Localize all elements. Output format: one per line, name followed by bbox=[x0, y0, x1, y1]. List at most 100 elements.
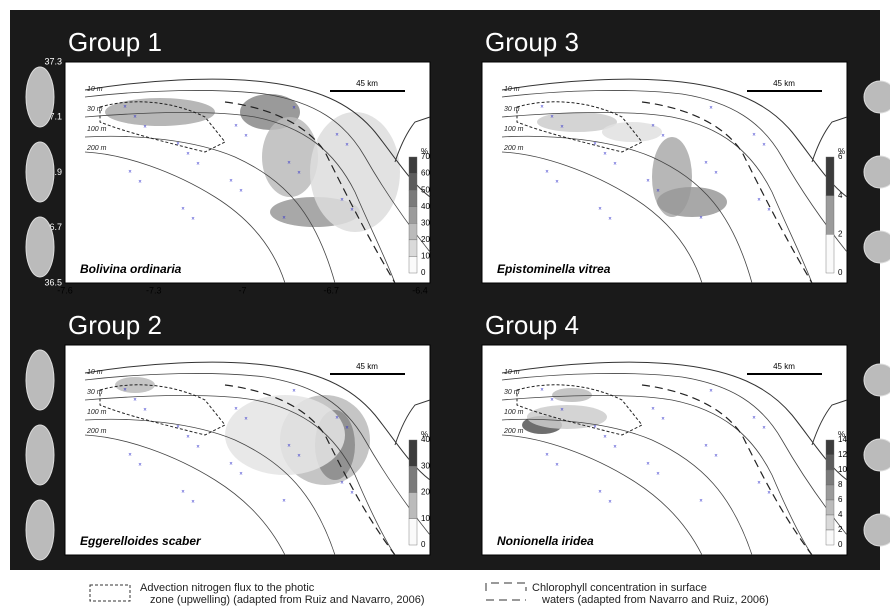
station: × bbox=[292, 106, 296, 112]
station: × bbox=[709, 106, 713, 112]
colorbar-step bbox=[826, 157, 834, 196]
station: × bbox=[550, 115, 554, 121]
station: × bbox=[244, 134, 248, 140]
station: × bbox=[229, 179, 233, 185]
colorbar-label: 10 bbox=[421, 252, 430, 261]
colorbar-label: 0 bbox=[421, 268, 426, 277]
colorbar-unit: % bbox=[421, 430, 428, 439]
station: × bbox=[661, 134, 665, 140]
station: × bbox=[128, 453, 132, 459]
colorbar-label: 2 bbox=[838, 525, 843, 534]
colorbar-label: 12 bbox=[838, 450, 847, 459]
station: × bbox=[704, 444, 708, 450]
specimen-image bbox=[864, 514, 890, 546]
specimen-image bbox=[864, 364, 890, 396]
colorbar-step bbox=[826, 234, 834, 273]
colorbar-unit: % bbox=[421, 147, 428, 156]
station: × bbox=[282, 216, 286, 222]
isobath-label: 200 m bbox=[86, 428, 107, 435]
station: × bbox=[234, 124, 238, 130]
colorbar-label: 30 bbox=[421, 461, 430, 470]
station: × bbox=[191, 217, 195, 223]
station: × bbox=[133, 115, 137, 121]
station: × bbox=[757, 481, 761, 487]
specimen-image bbox=[26, 350, 54, 410]
colorbar-label: 30 bbox=[421, 218, 430, 227]
isobath-label: 10 m bbox=[87, 86, 103, 93]
station: × bbox=[138, 463, 142, 469]
colorbar-step bbox=[409, 493, 417, 519]
station: × bbox=[656, 189, 660, 195]
isobath-label: 100 m bbox=[87, 409, 107, 416]
station: × bbox=[661, 417, 665, 423]
station: × bbox=[608, 217, 612, 223]
station: × bbox=[287, 161, 291, 167]
distribution-patch bbox=[310, 112, 400, 232]
station: × bbox=[714, 171, 718, 177]
station: × bbox=[244, 417, 248, 423]
isobath-label: 10 m bbox=[504, 369, 520, 376]
longitude-label: -7 bbox=[238, 285, 246, 295]
station: × bbox=[181, 490, 185, 496]
colorbar-label: 4 bbox=[838, 510, 843, 519]
station: × bbox=[613, 445, 617, 451]
colorbar-label: 0 bbox=[421, 540, 426, 549]
specimen-image bbox=[864, 439, 890, 471]
station: × bbox=[555, 180, 559, 186]
station: × bbox=[752, 133, 756, 139]
map-panel: 10 m30 m100 m200 m××××××××××××××××××××××… bbox=[482, 62, 847, 283]
station: × bbox=[196, 445, 200, 451]
station: × bbox=[646, 462, 650, 468]
colorbar-label: 0 bbox=[838, 268, 843, 277]
colorbar-step bbox=[409, 240, 417, 257]
isobath-label: 10 m bbox=[504, 86, 520, 93]
station: × bbox=[598, 207, 602, 213]
species-name: Bolivina ordinaria bbox=[80, 262, 182, 276]
station: × bbox=[239, 472, 243, 478]
specimen-image bbox=[26, 217, 54, 277]
station: × bbox=[603, 435, 607, 441]
specimen-image bbox=[26, 425, 54, 485]
station: × bbox=[335, 133, 339, 139]
station: × bbox=[128, 170, 132, 176]
station: × bbox=[613, 162, 617, 168]
station: × bbox=[345, 143, 349, 149]
station: × bbox=[651, 124, 655, 130]
station: × bbox=[143, 408, 147, 414]
station: × bbox=[540, 105, 544, 111]
colorbar-label: 10 bbox=[421, 514, 430, 523]
station: × bbox=[555, 463, 559, 469]
colorbar-step bbox=[409, 519, 417, 545]
station: × bbox=[767, 491, 771, 497]
station: × bbox=[176, 142, 180, 148]
station: × bbox=[282, 499, 286, 505]
colorbar-step bbox=[826, 455, 834, 470]
station: × bbox=[292, 389, 296, 395]
figure: 10 m30 m100 m200 m××××××××××××××××××××××… bbox=[0, 0, 890, 608]
station: × bbox=[593, 425, 597, 431]
colorbar-label: 60 bbox=[421, 169, 430, 178]
isobath-label: 10 m bbox=[87, 369, 103, 376]
colorbar-step bbox=[409, 440, 417, 466]
scale-bar bbox=[330, 373, 405, 375]
species-name: Eggerelloides scaber bbox=[80, 534, 202, 548]
station: × bbox=[560, 408, 564, 414]
colorbar-step bbox=[826, 440, 834, 455]
scale-label: 45 km bbox=[356, 362, 378, 371]
specimen-image bbox=[26, 142, 54, 202]
station: × bbox=[560, 125, 564, 131]
scale-label: 45 km bbox=[773, 362, 795, 371]
distribution-patch bbox=[105, 98, 215, 126]
station: × bbox=[540, 388, 544, 394]
panel-title: Group 2 bbox=[68, 310, 162, 340]
station: × bbox=[297, 171, 301, 177]
station: × bbox=[714, 454, 718, 460]
panel-title: Group 3 bbox=[485, 27, 579, 57]
colorbar-step bbox=[409, 466, 417, 492]
specimen-image bbox=[864, 156, 890, 188]
colorbar-unit: % bbox=[838, 430, 845, 439]
colorbar-label: 2 bbox=[838, 229, 843, 238]
station: × bbox=[699, 499, 703, 505]
station: × bbox=[186, 152, 190, 158]
legend-text: zone (upwelling) (adapted from Ruiz and … bbox=[150, 594, 425, 606]
